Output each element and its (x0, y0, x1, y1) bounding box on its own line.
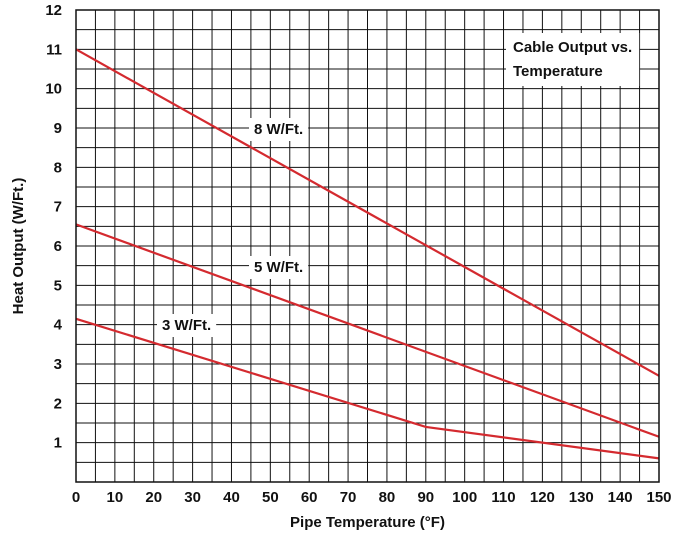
plot-frame (75, 9, 660, 483)
series-label-8w-text: 8 W/Ft. (254, 121, 303, 138)
x-axis-title: Pipe Temperature (°F) (290, 514, 445, 531)
x-tick-label: 120 (530, 489, 555, 506)
x-tick-label: 90 (417, 489, 434, 506)
y-tick-label: 10 (45, 81, 62, 98)
series-label-3w: 3 W/Ft. (157, 314, 217, 337)
series-label-3w-text: 3 W/Ft. (162, 317, 211, 334)
y-tick-label: 2 (54, 395, 62, 412)
x-tick-label: 40 (223, 489, 240, 506)
x-tick-label: 60 (301, 489, 318, 506)
x-tick-label: 10 (107, 489, 124, 506)
x-tick-label: 150 (646, 489, 671, 506)
x-tick-label: 20 (145, 489, 162, 506)
chart-title-line-1: Cable Output vs. (513, 39, 632, 56)
y-tick-label: 11 (46, 41, 62, 58)
y-tick-label: 5 (54, 277, 62, 294)
x-tick-labels: 0 10 20 30 40 50 60 70 80 90 100 110 120 130 140 150 (72, 489, 672, 506)
y-tick-label: 7 (54, 199, 62, 216)
y-tick-label: 9 (54, 120, 62, 137)
series-line-1 (75, 223, 660, 438)
series-label-5w: 5 W/Ft. (249, 256, 309, 279)
y-tick-label: 1 (54, 435, 62, 452)
x-tick-label: 100 (452, 489, 477, 506)
chart-title-box: Cable Output vs. Temperature (506, 33, 640, 86)
x-tick-label: 70 (340, 489, 357, 506)
series-label-5w-text: 5 W/Ft. (254, 259, 303, 276)
y-tick-label: 6 (54, 238, 62, 255)
series-label-8w: 8 W/Ft. (249, 118, 309, 141)
x-tick-label: 80 (379, 489, 396, 506)
chart-title-line-2: Temperature (513, 63, 603, 80)
x-tick-label: 0 (72, 489, 80, 506)
series-line-2 (75, 317, 660, 460)
x-tick-label: 50 (262, 489, 279, 506)
y-tick-label: 4 (54, 317, 63, 334)
x-tick-label: 140 (608, 489, 633, 506)
y-tick-label: 3 (54, 356, 62, 373)
series-labels: 8 W/Ft. 5 W/Ft. 3 W/Ft. (157, 118, 309, 337)
series-lines (75, 48, 660, 460)
x-tick-label: 30 (184, 489, 201, 506)
y-axis-title: Heat Output (W/Ft.) (10, 178, 27, 315)
series-line-0 (75, 48, 660, 377)
y-tick-label: 8 (54, 159, 62, 176)
x-tick-label: 110 (491, 489, 515, 506)
x-tick-label: 130 (569, 489, 594, 506)
grid (75, 9, 660, 483)
y-tick-label: 12 (45, 2, 62, 19)
